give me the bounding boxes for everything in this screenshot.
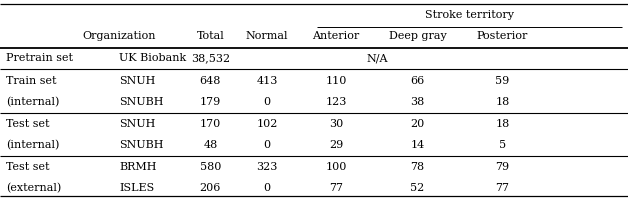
Text: SNUBH: SNUBH (119, 140, 164, 150)
Text: 123: 123 (325, 97, 347, 107)
Text: 18: 18 (495, 119, 509, 129)
Text: 0: 0 (263, 97, 271, 107)
Text: 170: 170 (200, 119, 221, 129)
Text: SNUH: SNUH (119, 76, 156, 86)
Text: (internal): (internal) (6, 97, 60, 107)
Text: (external): (external) (6, 183, 62, 193)
Text: Total: Total (197, 31, 224, 41)
Text: 102: 102 (256, 119, 278, 129)
Text: 77: 77 (495, 183, 509, 193)
Text: 78: 78 (411, 162, 425, 172)
Text: 179: 179 (200, 97, 221, 107)
Text: 323: 323 (256, 162, 278, 172)
Text: 5: 5 (499, 140, 506, 150)
Text: SNUH: SNUH (119, 119, 156, 129)
Text: 20: 20 (411, 119, 425, 129)
Text: 0: 0 (263, 183, 271, 193)
Text: Test set: Test set (6, 162, 50, 172)
Text: 648: 648 (200, 76, 221, 86)
Text: 59: 59 (495, 76, 509, 86)
Text: Deep gray: Deep gray (389, 31, 447, 41)
Text: Posterior: Posterior (477, 31, 528, 41)
Text: Stroke territory: Stroke territory (425, 10, 514, 20)
Text: UK Biobank: UK Biobank (119, 53, 187, 63)
Text: 206: 206 (200, 183, 221, 193)
Text: 580: 580 (200, 162, 221, 172)
Text: Train set: Train set (6, 76, 57, 86)
Text: ISLES: ISLES (119, 183, 154, 193)
Text: 38,532: 38,532 (191, 53, 230, 63)
Text: Test set: Test set (6, 119, 50, 129)
Text: 29: 29 (329, 140, 343, 150)
Text: 18: 18 (495, 97, 509, 107)
Text: 52: 52 (411, 183, 425, 193)
Text: 14: 14 (411, 140, 425, 150)
Text: 110: 110 (325, 76, 347, 86)
Text: 79: 79 (495, 162, 509, 172)
Text: 38: 38 (411, 97, 425, 107)
Text: 0: 0 (263, 140, 271, 150)
Text: 66: 66 (411, 76, 425, 86)
Text: 100: 100 (325, 162, 347, 172)
Text: SNUBH: SNUBH (119, 97, 164, 107)
Text: Normal: Normal (246, 31, 288, 41)
Text: (internal): (internal) (6, 140, 60, 150)
Text: Organization: Organization (82, 31, 156, 41)
Text: 77: 77 (329, 183, 343, 193)
Text: Anterior: Anterior (312, 31, 360, 41)
Text: N/A: N/A (366, 53, 387, 63)
Text: 30: 30 (329, 119, 343, 129)
Text: 413: 413 (256, 76, 278, 86)
Text: 48: 48 (203, 140, 217, 150)
Text: BRMH: BRMH (119, 162, 157, 172)
Text: Pretrain set: Pretrain set (6, 53, 73, 63)
